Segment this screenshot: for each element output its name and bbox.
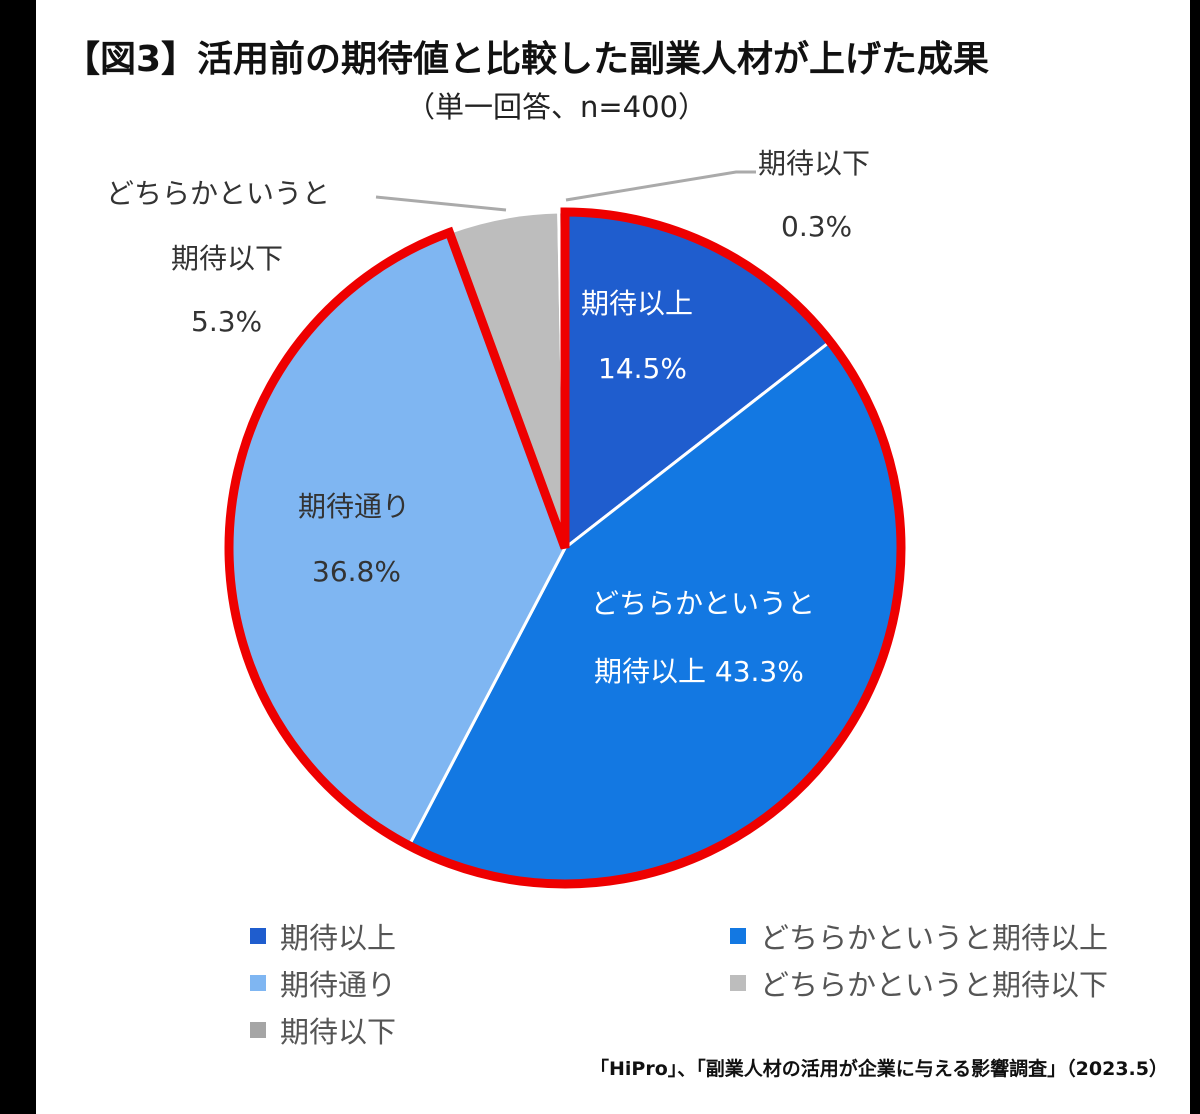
legend-swatch-icon (250, 1022, 266, 1038)
legend-swatch-icon (730, 928, 746, 944)
legend-label: 期待以下 (280, 1015, 397, 1049)
legend-label: 期待以上 (280, 921, 397, 955)
data-label-s1-value: 期待以上 43.3% (594, 655, 804, 688)
data-label-s3-value: 5.3% (191, 305, 263, 338)
data-label-s2-name: 期待通り (298, 490, 411, 523)
leader-line-s4 (565, 170, 756, 202)
data-label-s3-line2: 期待以下 (171, 242, 284, 275)
legend-item-s2: 期待通り (250, 962, 396, 1004)
legend-item-s1: どちらかというと期待以上 (730, 915, 1108, 957)
highlight-outline (224, 207, 906, 889)
legend-swatch-icon (730, 975, 746, 991)
legend-label: どちらかというと期待以下 (760, 968, 1109, 1002)
legend-label: どちらかというと期待以上 (760, 921, 1109, 955)
legend-swatch-icon (250, 975, 266, 991)
data-label-s3-line1: どちらかというと (106, 177, 331, 210)
data-label-s4-value: 0.3% (781, 210, 853, 243)
data-label-s2-value: 36.8% (312, 555, 401, 588)
legend-label: 期待通り (280, 968, 397, 1002)
legend-item-s0: 期待以上 (250, 915, 396, 957)
data-label-s0-value: 14.5% (598, 352, 687, 385)
data-label-s1-name: どちらかというと (591, 587, 816, 620)
source-note: 「HiPro」、「副業人材の活用が企業に与える影響調査」（2023.5） (589, 1058, 1168, 1080)
chart-title: 【図3】活用前の期待値と比較した副業人材が上げた成果 (64, 39, 990, 80)
chart-panel: 【図3】活用前の期待値と比較した副業人材が上げた成果 （単一回答、n=400） … (36, 0, 1190, 1114)
leader-line-s3 (375, 195, 507, 212)
chart-subtitle: （単一回答、n=400） (406, 90, 708, 124)
legend-swatch-icon (250, 928, 266, 944)
legend-item-s4: 期待以下 (250, 1009, 396, 1051)
pie-chart (224, 170, 906, 889)
data-label-s0-name: 期待以上 (581, 287, 694, 320)
data-label-s4-name: 期待以下 (758, 147, 871, 180)
legend-item-s3: どちらかというと期待以下 (730, 962, 1108, 1004)
